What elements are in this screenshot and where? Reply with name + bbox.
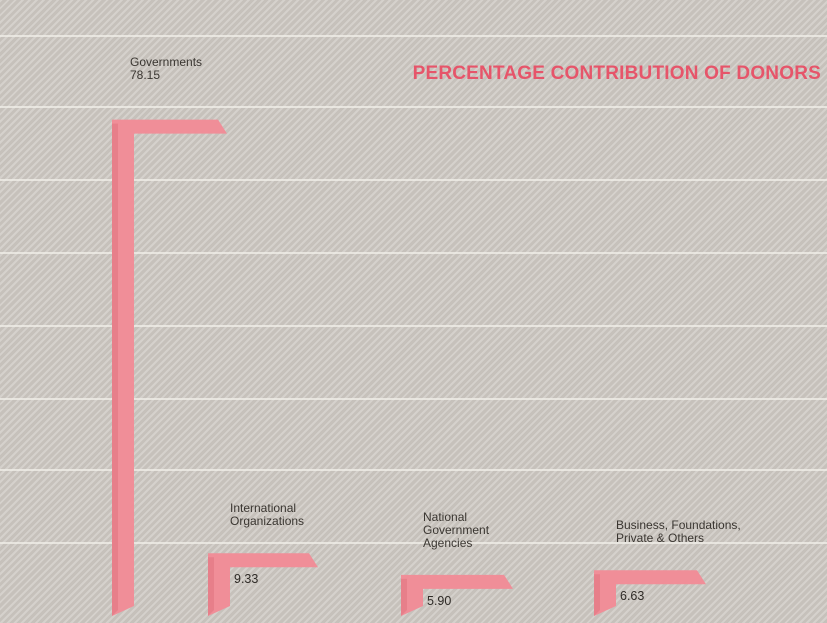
bar-face bbox=[401, 574, 513, 616]
value-label: 9.33 bbox=[234, 572, 258, 586]
category-label: Government bbox=[423, 523, 490, 537]
category-label: International bbox=[230, 501, 296, 515]
category-label: Business, Foundations, bbox=[616, 518, 741, 532]
category-label: Governments bbox=[130, 55, 202, 69]
bar bbox=[112, 119, 227, 616]
value-label: 5.90 bbox=[427, 594, 451, 608]
bar-face bbox=[112, 119, 227, 616]
bar bbox=[208, 553, 318, 616]
value-label: 6.63 bbox=[620, 589, 644, 603]
value-label: 78.15 bbox=[130, 68, 160, 82]
bar-shade bbox=[208, 557, 214, 616]
chart-labels: PERCENTAGE CONTRIBUTION OF DONORS Govern… bbox=[130, 55, 821, 608]
category-label: National bbox=[423, 510, 467, 524]
gridlines bbox=[0, 35, 827, 544]
bar-shade bbox=[594, 574, 600, 616]
category-label: Organizations bbox=[230, 514, 304, 528]
bar-face bbox=[208, 553, 318, 616]
bars bbox=[112, 119, 706, 616]
category-label: Agencies bbox=[423, 536, 472, 550]
bar bbox=[594, 570, 706, 616]
bar bbox=[401, 574, 513, 616]
bar-shade bbox=[401, 578, 407, 616]
bar-shade bbox=[112, 123, 118, 616]
category-label: Private & Others bbox=[616, 531, 704, 545]
chart-title: PERCENTAGE CONTRIBUTION OF DONORS bbox=[413, 63, 821, 84]
bar-face bbox=[594, 570, 706, 616]
